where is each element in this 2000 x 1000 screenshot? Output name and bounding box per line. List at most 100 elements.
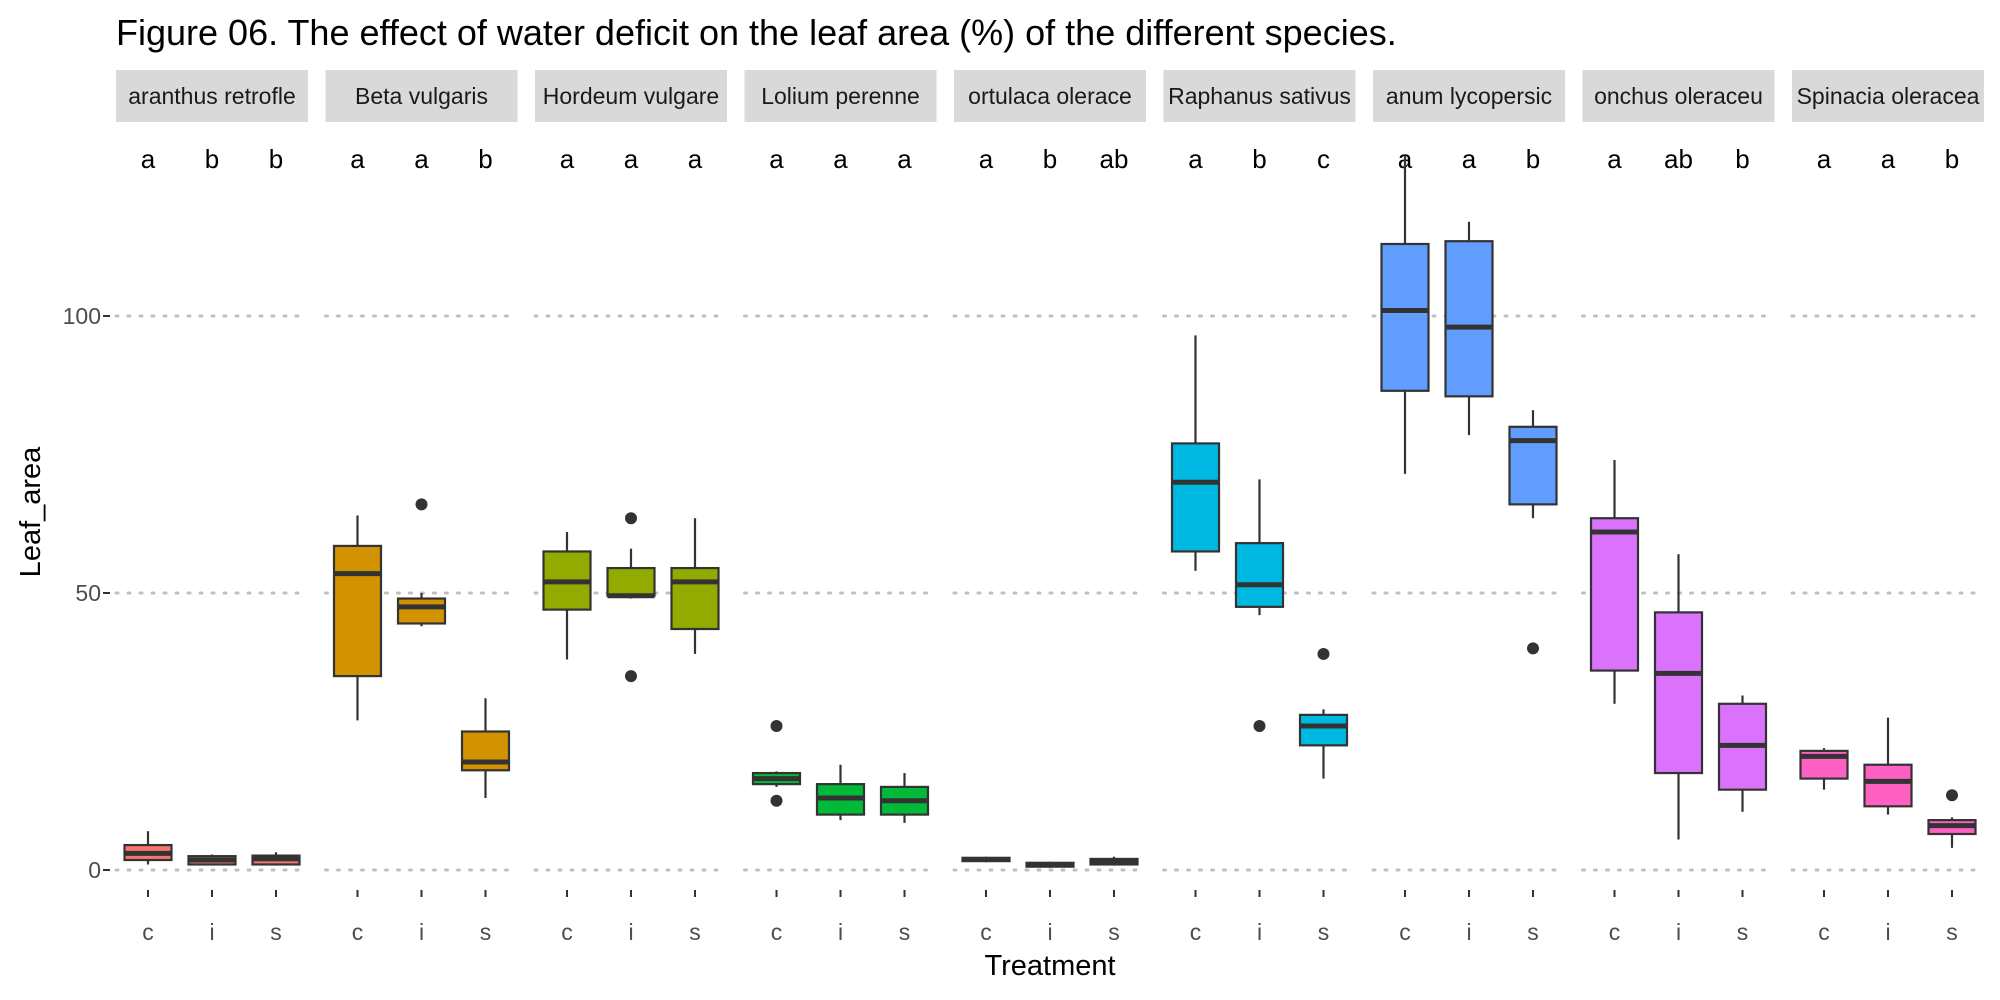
facet-panel: Spinacia oleracea c i s a a b [1790, 70, 1986, 945]
box [460, 698, 511, 798]
box [187, 854, 237, 866]
box-body [1298, 713, 1349, 747]
x-tick-label: c [771, 919, 783, 945]
x-tick-label: s [689, 919, 701, 945]
box-body [1863, 763, 1913, 808]
outlier-point [770, 794, 783, 807]
box-body [1589, 517, 1640, 672]
facet-panel: Beta vulgaris c i s a a b [324, 70, 519, 945]
y-tick-label: 100 [63, 303, 101, 329]
box [1653, 554, 1704, 840]
x-tick-label: c [142, 919, 154, 945]
facet-strip [1582, 70, 1775, 122]
facet-strip-label: ortulaca olerace [968, 83, 1132, 109]
facet-panel: Hordeum vulgare c i s a a a [533, 70, 729, 945]
x-axis-title: Treatment [984, 950, 1115, 982]
facet-strip [1163, 70, 1356, 122]
box [606, 512, 656, 683]
facet-strip-label: Beta vulgaris [355, 83, 488, 109]
facet-strip-label: Lolium perenne [761, 83, 920, 109]
x-tick-label: i [209, 919, 214, 945]
significance-letter: b [1735, 144, 1749, 174]
significance-letter: a [1188, 144, 1203, 174]
x-tick-label: c [1399, 919, 1411, 945]
facet-panel: Raphanus sativus c i s a b c [1162, 70, 1357, 945]
facet-panel: onchus oleraceu c i s a ab b [1581, 70, 1776, 945]
box-body [670, 566, 720, 631]
facet-strip [954, 70, 1146, 122]
outlier-point [625, 670, 637, 683]
box [1089, 856, 1139, 866]
box [1025, 861, 1075, 868]
box [879, 773, 930, 823]
facet-strip-label: aranthus retrofle [128, 83, 295, 109]
significance-letter: a [979, 144, 994, 174]
x-tick-label: s [1527, 919, 1539, 945]
box [123, 831, 173, 865]
x-tick-label: s [1737, 919, 1749, 945]
x-tick-label: s [899, 919, 911, 945]
box [1508, 410, 1558, 655]
significance-letter: a [624, 144, 639, 174]
box-body [1170, 442, 1221, 553]
x-tick-label: c [561, 919, 573, 945]
facet-strip [1792, 70, 1984, 122]
y-axis-title: Leaf_area [15, 446, 47, 577]
outlier-point [625, 512, 637, 525]
x-tick-label: i [1047, 919, 1052, 945]
box-body [332, 544, 383, 678]
facet-strip-label: Raphanus sativus [1168, 83, 1351, 109]
x-tick-label: c [352, 919, 364, 945]
x-tick-label: s [1946, 919, 1958, 945]
facet-strip-label: Hordeum vulgare [543, 83, 719, 109]
outlier-point [1317, 647, 1330, 660]
box [1234, 479, 1285, 732]
x-tick-label: s [1108, 919, 1120, 945]
outlier-point [1946, 789, 1958, 802]
x-tick-label: i [1885, 919, 1890, 945]
x-tick-label: c [1609, 919, 1621, 945]
box [1444, 221, 1494, 436]
facet-strip [744, 70, 937, 122]
significance-letter: ab [1664, 144, 1693, 174]
box-body [1380, 242, 1430, 392]
significance-letter: b [205, 144, 219, 174]
significance-letter: a [1881, 144, 1896, 174]
box-body [606, 566, 656, 597]
significance-letter: a [560, 144, 575, 174]
chart-title: Figure 06. The effect of water deficit o… [116, 12, 1397, 53]
box [1589, 460, 1640, 704]
x-tick-label: i [838, 919, 843, 945]
box [1298, 647, 1349, 779]
x-tick-label: s [1318, 919, 1330, 945]
facet-strip-label: onchus oleraceu [1594, 83, 1763, 109]
outlier-point [770, 719, 783, 732]
significance-letter: a [1462, 144, 1477, 174]
facet-strip [325, 70, 518, 122]
significance-letter: b [1945, 144, 1959, 174]
significance-letter: b [478, 144, 492, 174]
significance-letter: b [1526, 144, 1540, 174]
significance-letter: b [1043, 144, 1057, 174]
box-body [1444, 240, 1494, 398]
outlier-point [415, 498, 428, 511]
significance-letter: b [1252, 144, 1266, 174]
significance-letter: a [769, 144, 784, 174]
x-tick-label: c [1818, 919, 1830, 945]
x-tick-label: s [270, 919, 282, 945]
box [1717, 695, 1768, 812]
x-tick-label: c [1190, 919, 1202, 945]
facet-panel: Lolium perenne c i s a a a [743, 70, 938, 945]
significance-letter: a [1817, 144, 1832, 174]
y-tick-label: 50 [75, 580, 101, 606]
box [961, 856, 1011, 863]
box [542, 532, 592, 660]
significance-letter: b [269, 144, 283, 174]
box [1799, 748, 1849, 790]
significance-letter: a [350, 144, 365, 174]
x-tick-label: i [1466, 919, 1471, 945]
box [1927, 789, 1977, 848]
